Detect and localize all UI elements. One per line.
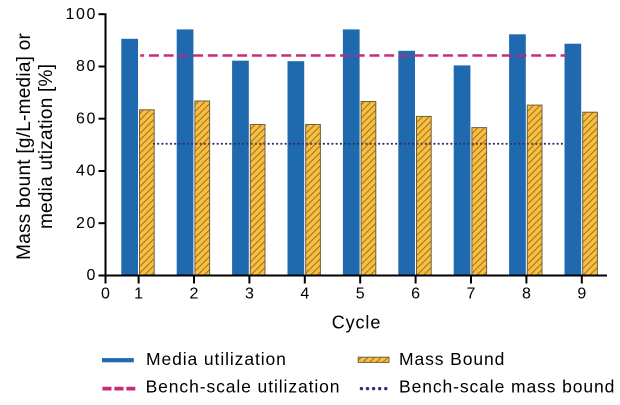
svg-text:Bench-scale mass bound: Bench-scale mass bound bbox=[399, 376, 615, 396]
svg-text:5: 5 bbox=[356, 285, 367, 302]
svg-text:6: 6 bbox=[411, 285, 422, 302]
svg-text:100: 100 bbox=[66, 6, 98, 23]
svg-text:9: 9 bbox=[577, 285, 588, 302]
svg-text:40: 40 bbox=[76, 163, 97, 180]
svg-text:80: 80 bbox=[76, 58, 97, 75]
svg-text:0: 0 bbox=[101, 285, 112, 302]
svg-text:Bench-scale utilization: Bench-scale utilization bbox=[146, 376, 341, 396]
svg-text:media utization [%]: media utization [%] bbox=[36, 64, 57, 229]
svg-text:4: 4 bbox=[300, 285, 311, 302]
svg-text:2: 2 bbox=[190, 285, 201, 302]
svg-text:8: 8 bbox=[522, 285, 533, 302]
svg-text:Mass Bound: Mass Bound bbox=[399, 349, 505, 369]
svg-text:Mass bount [g/L-media] or: Mass bount [g/L-media] or bbox=[14, 32, 35, 259]
svg-text:0: 0 bbox=[87, 267, 98, 284]
svg-text:Cycle: Cycle bbox=[332, 312, 382, 332]
svg-text:1: 1 bbox=[134, 285, 145, 302]
svg-text:60: 60 bbox=[76, 110, 97, 127]
svg-text:7: 7 bbox=[467, 285, 478, 302]
svg-text:20: 20 bbox=[76, 215, 97, 232]
svg-text:3: 3 bbox=[245, 285, 256, 302]
svg-text:Media utilization: Media utilization bbox=[146, 349, 287, 369]
